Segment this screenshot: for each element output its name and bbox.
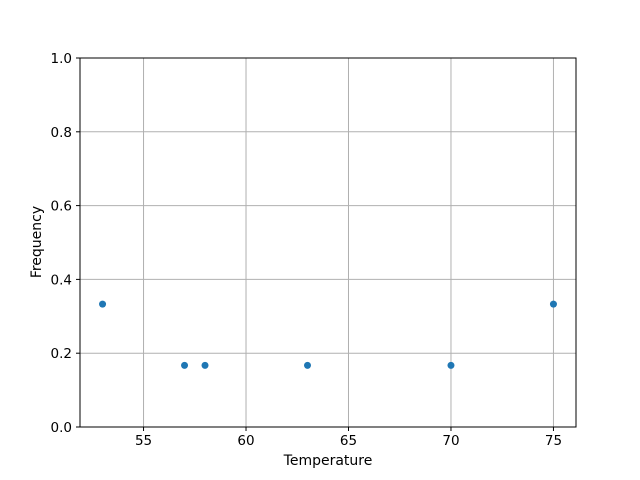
- data-point: [447, 361, 455, 369]
- y-tick-label: 1.0: [51, 51, 72, 67]
- y-tick-label: 0.0: [51, 420, 72, 436]
- x-tick-label: 60: [237, 433, 254, 449]
- data-point: [549, 300, 557, 308]
- x-tick-label: 70: [442, 433, 459, 449]
- data-point: [181, 361, 189, 369]
- y-axis-label: Frequency: [29, 206, 45, 278]
- y-tick-label: 0.8: [51, 125, 72, 141]
- x-axis-label: Temperature: [283, 453, 373, 469]
- data-point: [304, 361, 312, 369]
- y-tick-label: 0.6: [51, 199, 72, 215]
- x-tick-label: 55: [135, 433, 152, 449]
- grid-layer: [80, 57, 576, 428]
- data-point-layer: [99, 300, 557, 369]
- y-tick-label: 0.2: [51, 346, 72, 362]
- y-tick-label: 0.4: [51, 272, 72, 288]
- x-tick-label: 65: [340, 433, 357, 449]
- x-tick-label: 75: [545, 433, 562, 449]
- data-point: [201, 361, 209, 369]
- plot-border: [79, 57, 577, 428]
- data-point: [99, 300, 107, 308]
- tick-layer: 55 60 65 70 75 0.0 0.2 0.4 0.6 0.8 1.0: [51, 51, 563, 449]
